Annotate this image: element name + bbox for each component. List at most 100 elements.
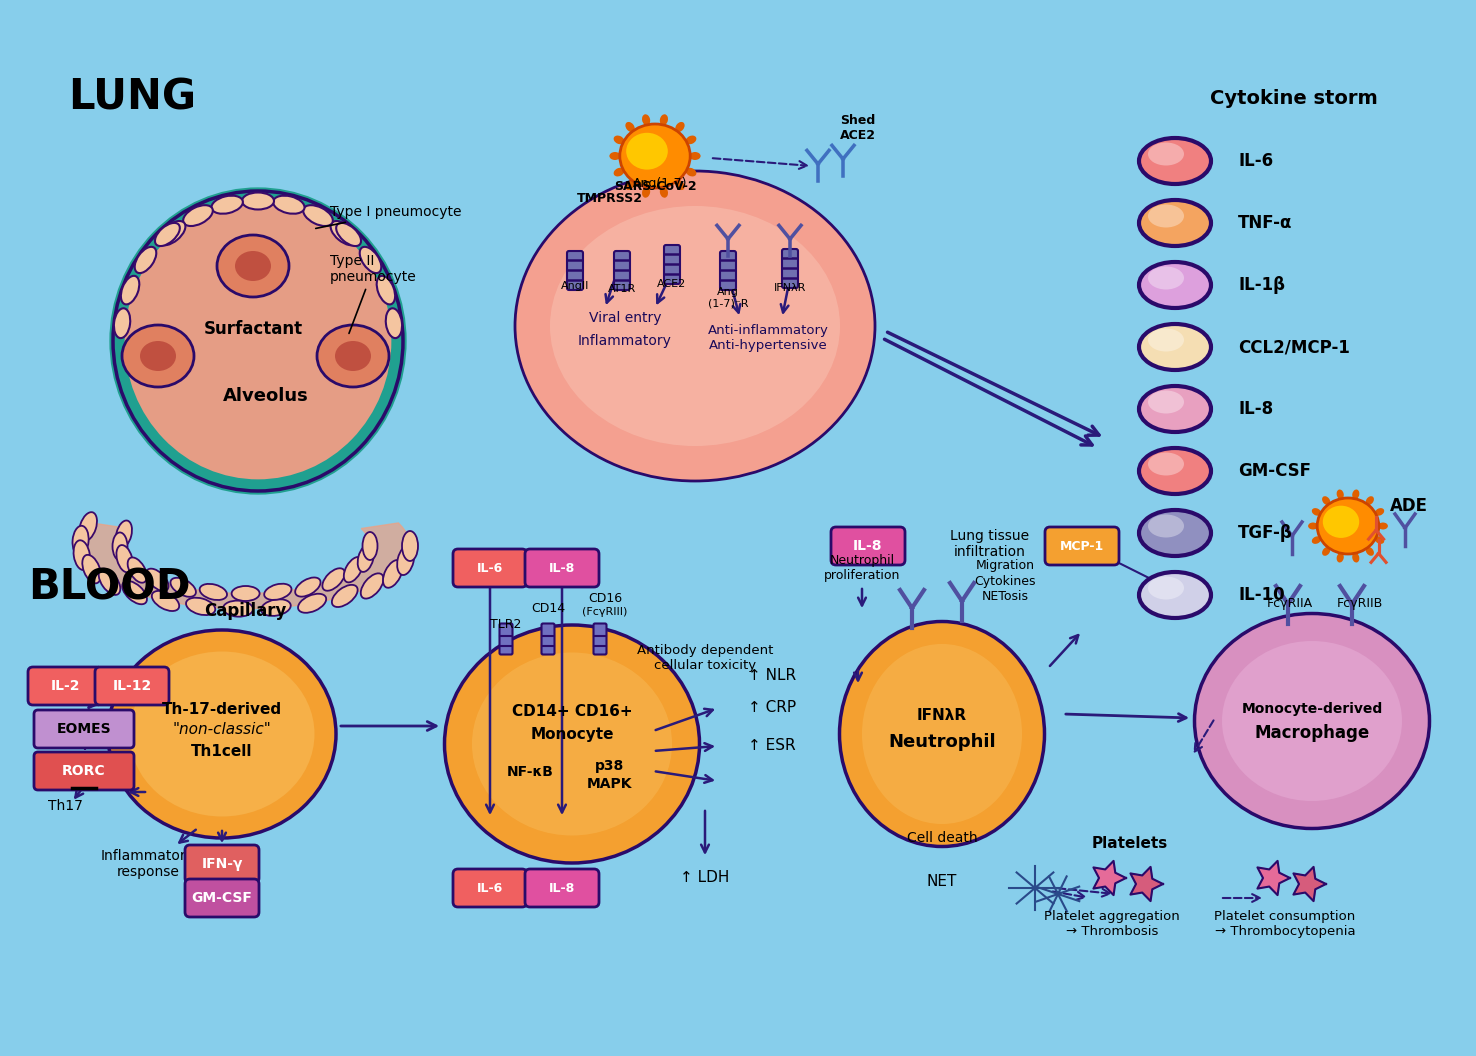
Text: TLR2: TLR2 <box>490 618 521 630</box>
Ellipse shape <box>660 114 669 126</box>
Text: IL-2: IL-2 <box>50 679 80 693</box>
Ellipse shape <box>146 568 168 591</box>
Ellipse shape <box>1352 490 1359 499</box>
Ellipse shape <box>1322 506 1359 538</box>
FancyBboxPatch shape <box>34 752 134 790</box>
Ellipse shape <box>626 121 635 132</box>
FancyBboxPatch shape <box>525 549 599 587</box>
FancyBboxPatch shape <box>593 623 607 655</box>
Ellipse shape <box>1317 498 1379 554</box>
Ellipse shape <box>298 593 326 612</box>
FancyBboxPatch shape <box>831 527 905 565</box>
FancyBboxPatch shape <box>720 251 737 290</box>
Ellipse shape <box>689 152 701 161</box>
Text: IL-8: IL-8 <box>1238 400 1274 418</box>
Text: MAPK: MAPK <box>587 777 633 791</box>
Ellipse shape <box>1139 200 1210 246</box>
Polygon shape <box>1293 867 1325 901</box>
Text: GM-CSF: GM-CSF <box>1238 463 1311 480</box>
Ellipse shape <box>130 652 314 816</box>
Ellipse shape <box>335 341 370 371</box>
Ellipse shape <box>186 598 215 615</box>
Ellipse shape <box>1308 523 1318 529</box>
Text: IFNλR: IFNλR <box>917 709 967 723</box>
Ellipse shape <box>108 630 337 838</box>
Ellipse shape <box>332 585 357 607</box>
Ellipse shape <box>1139 324 1210 370</box>
Text: AT1R: AT1R <box>608 284 636 294</box>
Ellipse shape <box>1148 514 1184 538</box>
Ellipse shape <box>134 247 156 274</box>
Text: p38: p38 <box>595 759 624 773</box>
Ellipse shape <box>295 578 320 597</box>
Text: Neutrophil
proliferation: Neutrophil proliferation <box>824 554 900 582</box>
Text: CD16: CD16 <box>587 591 621 604</box>
Ellipse shape <box>114 308 130 338</box>
Text: Monocyte: Monocyte <box>530 727 614 741</box>
Text: ACE2: ACE2 <box>657 279 686 289</box>
Text: Antibody dependent
cellular toxicity: Antibody dependent cellular toxicity <box>636 644 773 672</box>
Text: EOMES: EOMES <box>56 722 111 736</box>
Text: Macrophage: Macrophage <box>1255 724 1370 742</box>
Ellipse shape <box>401 531 418 561</box>
Text: IL-10: IL-10 <box>1238 586 1284 604</box>
Text: RORC: RORC <box>62 763 106 778</box>
Ellipse shape <box>1139 386 1210 432</box>
Ellipse shape <box>1194 614 1429 829</box>
Ellipse shape <box>158 221 186 245</box>
Ellipse shape <box>223 601 252 617</box>
Ellipse shape <box>72 526 89 555</box>
Ellipse shape <box>1337 490 1343 499</box>
Ellipse shape <box>1148 577 1184 600</box>
Text: CCL2/MCP-1: CCL2/MCP-1 <box>1238 338 1351 356</box>
Ellipse shape <box>235 251 272 281</box>
Text: IL-12: IL-12 <box>112 679 152 693</box>
Ellipse shape <box>80 512 97 541</box>
Ellipse shape <box>444 625 700 863</box>
Ellipse shape <box>322 568 345 590</box>
Text: FcγRIIA: FcγRIIA <box>1266 597 1314 609</box>
FancyBboxPatch shape <box>664 245 680 284</box>
FancyBboxPatch shape <box>94 667 168 705</box>
Ellipse shape <box>626 180 635 190</box>
Ellipse shape <box>1148 453 1184 475</box>
Text: Inflammatory: Inflammatory <box>579 334 672 348</box>
FancyBboxPatch shape <box>525 869 599 907</box>
Ellipse shape <box>1365 496 1374 505</box>
Ellipse shape <box>170 578 196 597</box>
Ellipse shape <box>1139 138 1210 184</box>
Ellipse shape <box>1337 553 1343 563</box>
Text: Ang(1-7): Ang(1-7) <box>633 176 688 189</box>
Text: ↑ LDH: ↑ LDH <box>680 870 729 886</box>
Ellipse shape <box>686 135 697 145</box>
Ellipse shape <box>1139 448 1210 494</box>
Ellipse shape <box>1352 553 1359 563</box>
Ellipse shape <box>551 206 840 446</box>
Text: FcγRIIB: FcγRIIB <box>1337 597 1383 609</box>
Text: Viral entry: Viral entry <box>589 312 661 325</box>
Ellipse shape <box>614 135 624 145</box>
Ellipse shape <box>121 276 139 304</box>
Ellipse shape <box>1139 510 1210 557</box>
Text: IL-1β: IL-1β <box>1238 276 1286 294</box>
Text: Lung tissue
infiltration: Lung tissue infiltration <box>951 529 1030 559</box>
Ellipse shape <box>117 521 131 548</box>
Ellipse shape <box>123 581 148 604</box>
Text: Cell death: Cell death <box>906 831 977 845</box>
FancyBboxPatch shape <box>453 549 527 587</box>
Text: IL-6: IL-6 <box>477 562 503 574</box>
Ellipse shape <box>642 187 651 197</box>
Ellipse shape <box>114 191 403 491</box>
Text: Type I pneumocyte: Type I pneumocyte <box>316 205 462 228</box>
Ellipse shape <box>1312 536 1321 544</box>
Ellipse shape <box>382 560 403 588</box>
Text: NET: NET <box>927 873 958 888</box>
Ellipse shape <box>675 180 685 190</box>
Text: IL-8: IL-8 <box>549 882 576 894</box>
Ellipse shape <box>472 653 672 835</box>
Text: Shed
ACE2: Shed ACE2 <box>840 114 875 142</box>
FancyBboxPatch shape <box>567 251 583 290</box>
FancyBboxPatch shape <box>499 623 512 655</box>
Text: Th1cell: Th1cell <box>192 744 252 759</box>
FancyBboxPatch shape <box>184 845 258 883</box>
